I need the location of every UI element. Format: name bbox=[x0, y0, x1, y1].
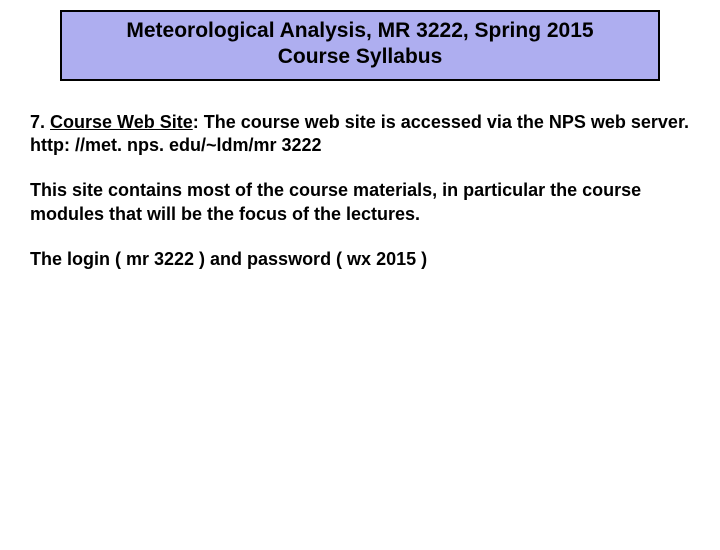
syllabus-title-line2: Course Syllabus bbox=[72, 44, 648, 70]
section-text-3: The login ( mr 3222 ) and password ( wx … bbox=[30, 248, 690, 271]
syllabus-title-line1: Meteorological Analysis, MR 3222, Spring… bbox=[72, 18, 648, 44]
syllabus-header-box: Meteorological Analysis, MR 3222, Spring… bbox=[60, 10, 660, 81]
syllabus-body: 7. Course Web Site: The course web site … bbox=[0, 81, 720, 272]
section-text-2: This site contains most of the course ma… bbox=[30, 179, 690, 226]
section-label: Course Web Site bbox=[50, 112, 193, 132]
section-7-website: 7. Course Web Site: The course web site … bbox=[30, 111, 690, 158]
section-number: 7. bbox=[30, 112, 50, 132]
